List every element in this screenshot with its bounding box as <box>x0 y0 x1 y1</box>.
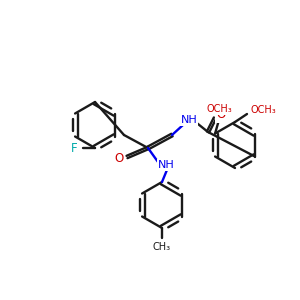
Text: OCH₃: OCH₃ <box>250 105 276 115</box>
Text: NH: NH <box>158 160 174 170</box>
Text: OCH₃: OCH₃ <box>206 104 232 115</box>
Text: O: O <box>114 152 124 164</box>
Text: CH₃: CH₃ <box>153 242 171 252</box>
Text: O: O <box>216 109 226 122</box>
Text: F: F <box>71 142 77 154</box>
Text: NH: NH <box>181 115 197 125</box>
